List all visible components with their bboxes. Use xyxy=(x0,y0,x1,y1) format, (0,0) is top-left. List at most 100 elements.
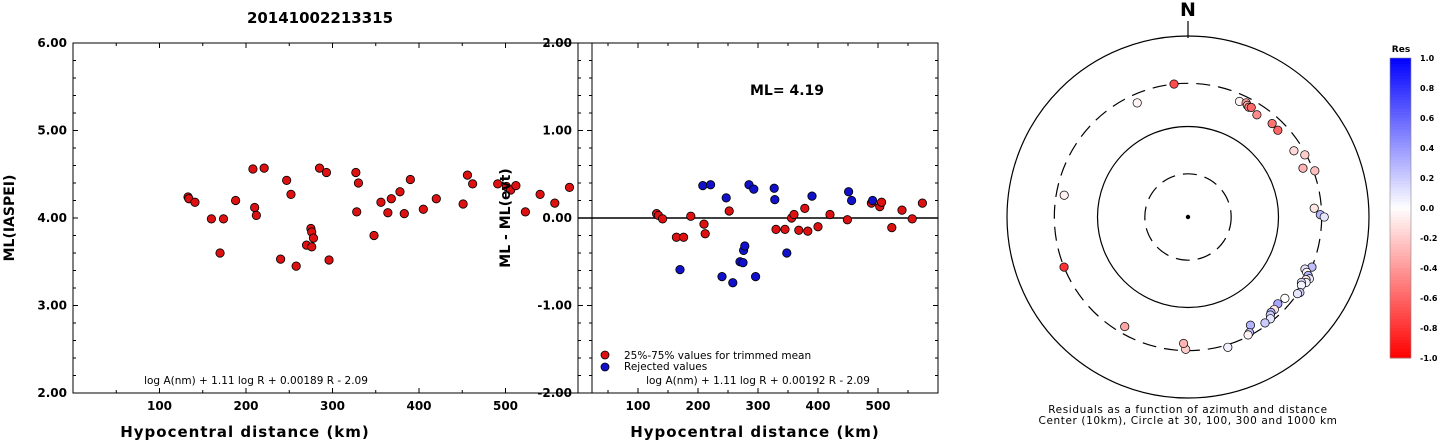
data-point xyxy=(383,208,393,218)
colorbar-cell xyxy=(1390,76,1411,80)
data-point xyxy=(282,175,292,185)
colorbar-cell xyxy=(1390,214,1411,218)
colorbar-cell xyxy=(1390,229,1411,233)
colorbar-cell xyxy=(1390,151,1411,155)
colorbar-cell xyxy=(1390,58,1411,62)
colorbar-cell xyxy=(1390,82,1411,86)
colorbar-cell xyxy=(1390,70,1411,74)
colorbar-cell xyxy=(1390,64,1411,68)
colorbar-cell xyxy=(1390,160,1411,164)
legend-marker-red xyxy=(600,350,610,360)
colorbar-cell xyxy=(1390,139,1411,143)
y-axis-label: ML(IASPEI) xyxy=(2,175,18,262)
colorbar-tick-label: -0.6 xyxy=(1420,294,1437,303)
colorbar-title: Res xyxy=(1392,45,1410,55)
data-point xyxy=(291,261,301,271)
data-point xyxy=(794,225,804,235)
data-point xyxy=(369,230,379,241)
x-axis-label: Hypocentral distance (km) xyxy=(120,423,370,441)
data-point xyxy=(462,170,473,180)
residual-vs-distance-chart: ML - ML(evt) Hypocentral distance (km) M… xyxy=(498,36,939,441)
station-residual-point xyxy=(1179,338,1189,348)
data-point xyxy=(431,194,441,204)
y-tick-label: 4.00 xyxy=(37,211,67,225)
colorbar-tick-label: -0.2 xyxy=(1420,234,1437,243)
data-point xyxy=(353,178,364,188)
figure-title: 20141002213315 xyxy=(247,9,393,27)
data-point xyxy=(259,163,269,173)
colorbar-cell xyxy=(1390,226,1411,230)
rejected-point xyxy=(750,272,761,282)
station-residual-point xyxy=(1169,79,1179,89)
station-residual-point xyxy=(1298,163,1308,173)
colorbar-cell xyxy=(1390,202,1411,206)
distance-ring-100km xyxy=(1096,125,1280,309)
rejected-point xyxy=(807,191,817,201)
rejected-point xyxy=(867,195,878,206)
legend-label-red: 25%-75% values for trimmed mean xyxy=(624,350,811,362)
data-point xyxy=(190,197,200,207)
ml-vs-distance-chart: ML(IASPEI) Hypocentral distance (km) log… xyxy=(2,36,593,441)
rejected-point xyxy=(770,195,780,205)
rejected-point xyxy=(717,272,727,282)
rejected-point xyxy=(769,183,779,193)
colorbar-cell xyxy=(1390,190,1411,194)
station-residual-point xyxy=(1267,119,1277,129)
residual-colorbar: Res 1.0 0.8 0.6 0.4 0.2 0.0 -0.2 -0.4 -0.6 -0.8 -1… xyxy=(1389,45,1437,363)
rejected-point xyxy=(728,278,738,288)
rejected-point xyxy=(846,195,857,206)
x-tick-label: 400 xyxy=(805,399,830,413)
data-point xyxy=(520,207,530,217)
colorbar-cell xyxy=(1390,184,1411,188)
colorbar-cell xyxy=(1390,334,1411,338)
y-tick-label: 5.00 xyxy=(37,124,67,138)
x-tick-label: 500 xyxy=(865,399,890,413)
station-residual-point xyxy=(1319,212,1329,222)
colorbar-cell xyxy=(1390,145,1411,149)
colorbar-cell xyxy=(1390,343,1411,347)
station-residual-point xyxy=(1059,190,1069,200)
colorbar-cell xyxy=(1390,241,1411,245)
colorbar-cell xyxy=(1390,340,1411,344)
legend-marker-blue xyxy=(600,362,610,372)
formula-label: log A(nm) + 1.11 log R + 0.00192 R - 2.0… xyxy=(646,375,870,387)
colorbar-cell xyxy=(1390,115,1411,119)
plot-frame xyxy=(72,42,593,394)
x-tick-label: 100 xyxy=(625,399,650,413)
colorbar-cell xyxy=(1390,196,1411,200)
colorbar-cell xyxy=(1390,136,1411,140)
rejected-point xyxy=(721,193,731,203)
data-point xyxy=(458,199,468,209)
station-residual-point xyxy=(1223,342,1233,352)
colorbar-cell xyxy=(1390,73,1411,77)
x-tick-label: 200 xyxy=(233,399,258,413)
data-point xyxy=(314,163,325,173)
colorbar-cell xyxy=(1390,172,1411,176)
x-tick-label: 400 xyxy=(406,399,431,413)
colorbar-tick-label: 0.8 xyxy=(1420,84,1435,93)
data-point xyxy=(876,197,887,207)
rejected-point xyxy=(740,241,750,251)
y-tick-label: 2.00 xyxy=(542,36,572,50)
colorbar-cell xyxy=(1390,307,1411,311)
colorbar-cell xyxy=(1390,271,1411,275)
epicenter-dot xyxy=(1185,214,1191,220)
data-point xyxy=(321,167,332,178)
data-point xyxy=(789,209,799,220)
data-point xyxy=(724,206,734,216)
data-point xyxy=(678,232,689,242)
colorbar-cell xyxy=(1390,238,1411,242)
colorbar-cell xyxy=(1390,217,1411,221)
colorbar-cell xyxy=(1390,97,1411,101)
station-residual-point xyxy=(1260,318,1270,328)
colorbar-cell xyxy=(1390,298,1411,302)
colorbar-cell xyxy=(1390,292,1411,296)
colorbar-cell xyxy=(1390,100,1411,104)
data-point xyxy=(399,209,409,219)
azimuth-residual-plot: N Residuals as a function of azimuth and… xyxy=(1006,0,1370,427)
colorbar-cell xyxy=(1390,220,1411,224)
colorbar-cell xyxy=(1390,325,1411,329)
y-tick-label: 0.00 xyxy=(542,211,572,225)
data-point xyxy=(780,224,790,234)
colorbar-cell xyxy=(1390,109,1411,113)
